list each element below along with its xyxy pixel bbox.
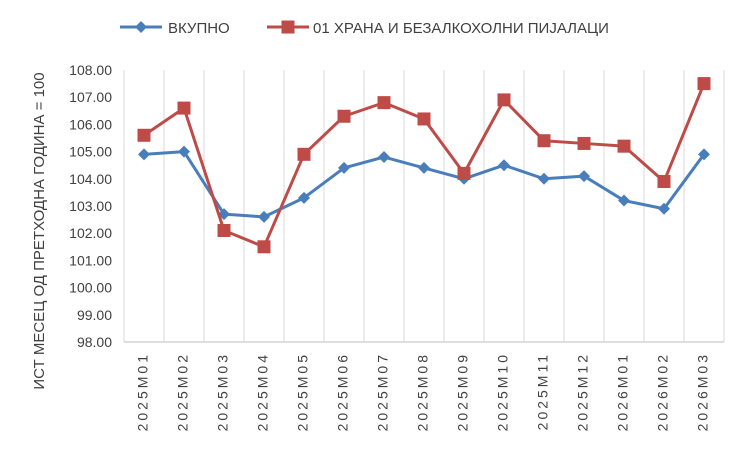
y-axis-title: ИСТ МЕСЕЦ ОД ПРЕТХОДНА ГОДИНА = 100 (31, 72, 48, 389)
x-tick-label: 2025M01 (135, 352, 151, 431)
data-point-diamond (338, 161, 350, 174)
data-point-square (137, 128, 151, 142)
y-tick-label: 99.00 (77, 307, 112, 323)
x-tick-label: 2026M02 (655, 352, 671, 431)
data-point-square (177, 101, 191, 115)
data-point-diamond (698, 148, 710, 161)
data-point-square (657, 175, 671, 189)
axes: 98.00 99.00 100.00 101.00 102.00 103.00 104.00… (69, 62, 724, 431)
legend: ВКУПНО 01 ХРАНА И БЕЗАЛКОХОЛНИ ПИЈАЛАЦИ (120, 20, 609, 37)
data-point-diamond (498, 159, 510, 172)
data-point-square (217, 223, 231, 237)
data-point-diamond (538, 172, 550, 185)
y-tick-label: 108.00 (69, 62, 112, 78)
data-point-diamond (418, 161, 430, 174)
data-point-diamond (178, 145, 190, 158)
legend-marker-square (281, 20, 295, 34)
gridlines (123, 70, 725, 342)
legend-label-2: 01 ХРАНА И БЕЗАЛКОХОЛНИ ПИЈАЛАЦИ (313, 20, 609, 37)
series-line-1 (143, 150, 706, 219)
data-point-diamond (618, 194, 630, 207)
data-point-diamond (258, 210, 270, 223)
x-tick-label: 2025M10 (495, 352, 511, 431)
x-tick-label: 2025M02 (175, 352, 191, 431)
x-tick-label: 2025M03 (215, 352, 231, 431)
x-tick-label: 2025M04 (255, 352, 271, 431)
data-point-square (697, 77, 711, 91)
data-point-diamond (298, 191, 310, 204)
y-tick-label: 100.00 (69, 280, 112, 296)
data-point-square (617, 139, 631, 153)
x-tick-label: 2025M05 (295, 352, 311, 431)
y-tick-label: 103.00 (69, 198, 112, 214)
x-tick-label: 2025M08 (415, 352, 431, 431)
series-lines (137, 77, 711, 254)
data-point-square (537, 134, 551, 148)
data-point-diamond (378, 151, 390, 164)
legend-marker-diamond (135, 21, 147, 33)
y-tick-label: 107.00 (69, 89, 112, 105)
x-tick-label: 2025M11 (535, 352, 551, 430)
y-tick-label: 106.00 (69, 116, 112, 132)
y-tick-label: 98.00 (77, 334, 112, 350)
data-point-square (577, 136, 591, 150)
y-tick-label: 104.00 (69, 171, 112, 187)
y-tick-label: 105.00 (69, 144, 112, 160)
data-point-square (377, 96, 391, 110)
data-point-diamond (578, 170, 590, 183)
data-point-square (457, 166, 471, 180)
x-tick-label: 2025M09 (455, 352, 471, 431)
data-point-square (297, 147, 311, 161)
data-point-square (497, 93, 511, 107)
data-point-diamond (658, 202, 670, 215)
y-tick-label: 102.00 (69, 225, 112, 241)
y-tick-label: 101.00 (69, 252, 112, 268)
x-tick-label: 2025M07 (375, 352, 391, 431)
legend-label-1: ВКУПНО (168, 20, 230, 37)
data-point-diamond (138, 148, 150, 161)
x-tick-label: 2025M06 (335, 352, 351, 431)
x-tick-label: 2026M03 (695, 352, 711, 431)
data-point-square (257, 240, 271, 254)
data-point-square (337, 109, 351, 123)
data-point-square (417, 112, 431, 126)
x-tick-label: 2025M12 (575, 352, 591, 431)
x-tick-label: 2026M01 (615, 352, 631, 431)
